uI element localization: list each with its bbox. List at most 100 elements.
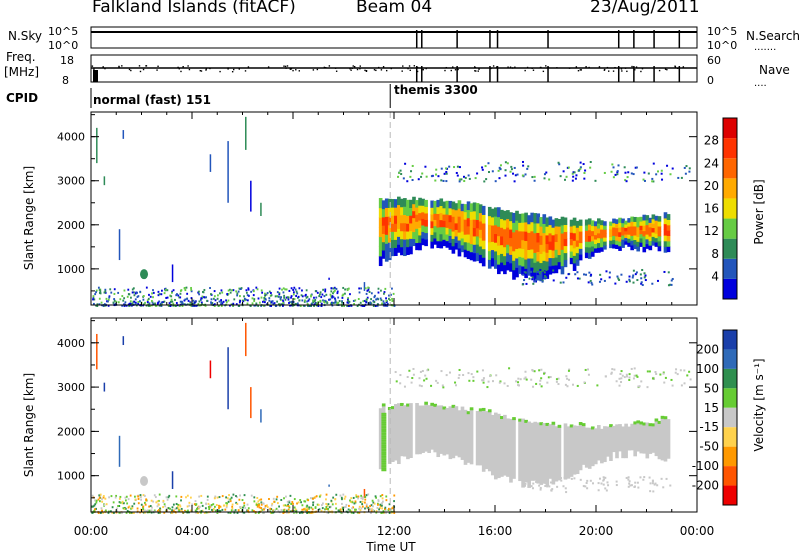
power-echo-cell (457, 208, 462, 217)
velocity-near-range-echo (102, 495, 105, 498)
power-echo-cell (633, 239, 637, 245)
velocity-near-range-echo (393, 500, 395, 503)
velocity-streak (260, 409, 262, 423)
power-echo-cell (657, 221, 662, 227)
nave-point (390, 67, 393, 70)
power-upper-echo (504, 161, 507, 164)
velocity-near-range-echo (324, 508, 326, 511)
velocity-near-range-echo (260, 501, 263, 504)
velocity-near-range-echo (214, 505, 216, 508)
power-near-range-echo (370, 292, 373, 295)
velocity-upper-echo (517, 384, 520, 387)
velocity-near-range-echo (239, 506, 241, 509)
power-near-range-echo (178, 296, 181, 299)
power-echo-cell (654, 241, 659, 247)
power-near-range-echo (239, 299, 242, 302)
nave-point (478, 68, 480, 70)
power-near-range-echo (376, 304, 379, 307)
power-echo-cell (624, 227, 628, 232)
power-echo-cell (593, 243, 598, 249)
power-near-range-echo (128, 293, 131, 296)
power-near-range-echo (139, 290, 142, 293)
power-echo-cell (645, 234, 650, 240)
power-near-range-echo (200, 297, 203, 300)
power-echo-cell (612, 239, 616, 245)
nave-point (658, 69, 661, 72)
power-near-range-echo (190, 304, 193, 307)
velocity-near-range-echo (207, 505, 210, 508)
power-near-range-echo (312, 299, 314, 302)
power-near-range-echo (260, 289, 263, 292)
power-echo-cell (390, 247, 395, 257)
velocity-near-range-echo (275, 498, 278, 501)
velocity-near-range-echo (269, 507, 272, 510)
velocity-upper-echo (628, 376, 631, 379)
power-near-range-echo (293, 286, 296, 289)
velocity-near-range-echo (201, 504, 204, 507)
power-echo-cell (642, 241, 647, 248)
power-echo-cell (503, 237, 507, 248)
power-echo-cell (527, 240, 531, 250)
nave-point (612, 70, 615, 72)
velocity-upper-echo (468, 379, 471, 382)
velocity-edge-cell (557, 424, 562, 428)
power-echo-cell (521, 230, 525, 241)
velocity-near-range-echo (343, 497, 346, 500)
velocity-echo-cell (572, 425, 577, 475)
nave-point (624, 67, 627, 69)
velocity-upper-echo (448, 371, 451, 374)
power-lower-echo (588, 271, 591, 274)
power-echo-cell (609, 236, 613, 241)
power-upper-echo (574, 177, 577, 180)
velocity-near-range-echo (372, 509, 375, 512)
power-echo-cell (584, 252, 589, 259)
power-near-range-echo (313, 303, 316, 306)
power-near-range-echo (391, 297, 393, 300)
power-upper-echo (458, 166, 461, 169)
power-echo-cell (406, 246, 410, 255)
nave-label: Nave (759, 63, 790, 77)
velocity-upper-echo (555, 378, 558, 381)
velocity-near-range-echo (213, 497, 216, 500)
power-echo-cell (509, 220, 513, 230)
velocity-onset-cell (381, 423, 387, 426)
velocity-onset-cell (381, 441, 387, 443)
power-near-range-echo (379, 297, 382, 300)
velocity-echo-cell (524, 421, 528, 483)
power-near-range-echo (290, 296, 292, 299)
cpid-mode-normal: normal (fast) 151 (93, 93, 211, 107)
nave-point (474, 70, 476, 72)
velocity-upper-echo (566, 385, 569, 388)
nsky-tick-bottom: 10^0 (48, 39, 78, 52)
power-upper-echo (467, 174, 470, 177)
velocity-near-range-echo (250, 494, 253, 497)
velocity-echo-cell (415, 403, 419, 455)
velocity-near-range-echo (203, 511, 206, 514)
power-echo-cell (394, 231, 398, 240)
velocity-lower-echo (563, 476, 566, 479)
velocity-near-range-echo (188, 504, 191, 507)
velocity-upper-echo (628, 378, 631, 381)
power-echo-cell (436, 206, 441, 215)
power-upper-echo (448, 165, 451, 168)
velocity-near-range-echo (225, 502, 228, 505)
velocity-near-range-echo (365, 494, 368, 497)
velocity-echo-cell (503, 414, 507, 476)
velocity-near-range-echo (307, 507, 310, 510)
velocity-near-range-echo (357, 497, 359, 500)
power-streak (227, 141, 229, 203)
power-echo-cell (624, 224, 628, 228)
power-near-range-echo (359, 301, 362, 304)
velocity-near-range-echo (158, 509, 160, 512)
power-echo-cell (642, 235, 647, 242)
nave-point (238, 68, 240, 70)
power-upper-echo (514, 174, 517, 177)
velocity-lower-echo (546, 485, 549, 488)
power-echo-cell (475, 252, 480, 262)
power-upper-echo (612, 176, 615, 179)
velocity-upper-echo (625, 375, 628, 378)
velocity-lower-echo (651, 482, 654, 485)
velocity-near-range-echo (342, 493, 345, 496)
velocity-lower-echo (600, 482, 603, 485)
power-near-range-echo (332, 301, 335, 304)
